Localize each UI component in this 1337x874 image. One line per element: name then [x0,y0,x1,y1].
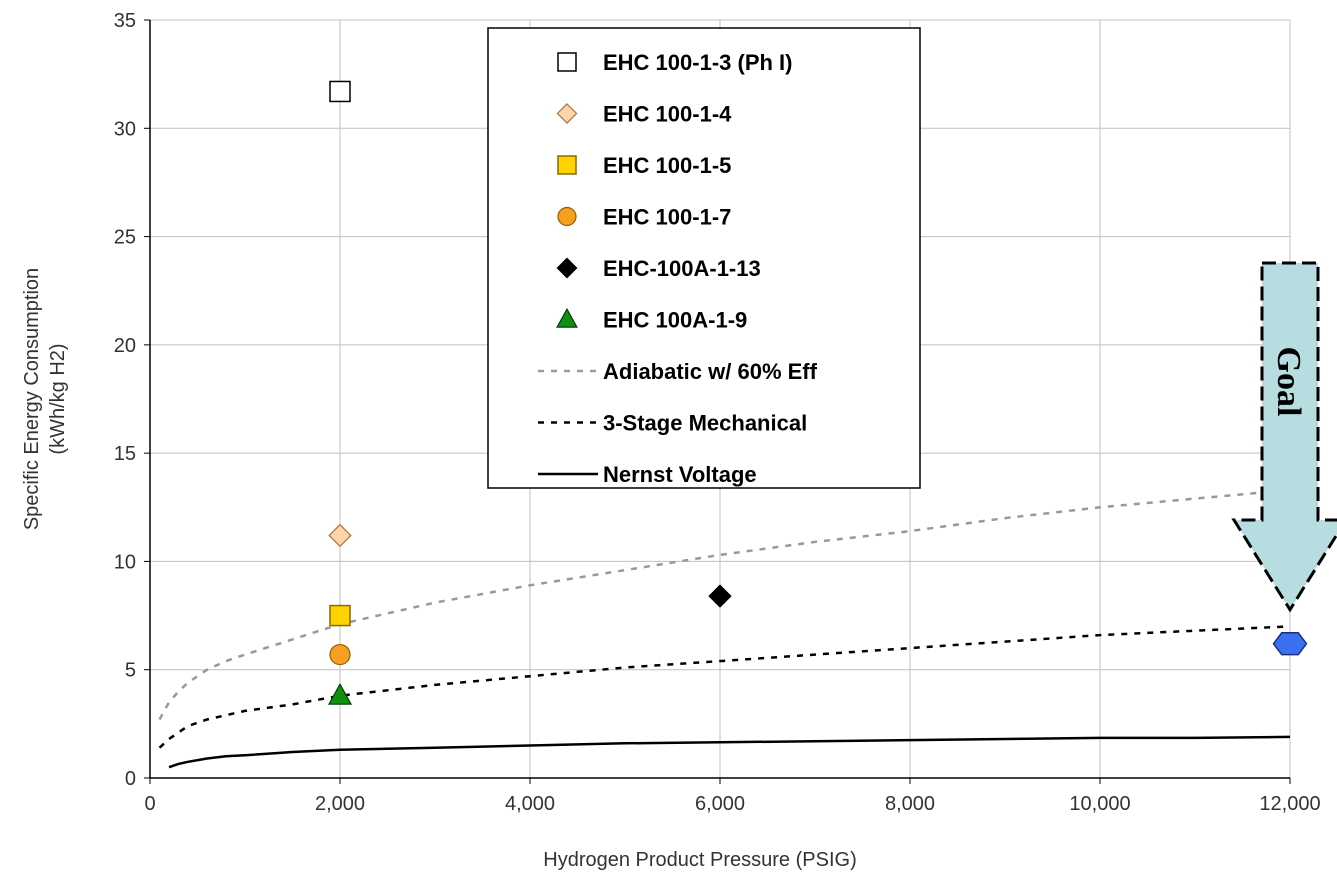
legend-marker [556,257,578,279]
series-line-adiabatic-w-60-eff [158,488,1291,721]
point-series [327,80,1308,705]
legend-marker [557,206,577,227]
legend-label: EHC 100-1-7 [603,205,731,230]
series-line-nernst-voltage [168,735,1291,769]
y-tick-label: 30 [114,118,136,140]
legend-label: EHC 100-1-3 (Ph I) [603,50,793,75]
legend-label: 3-Stage Mechanical [603,411,807,436]
series-line-3-stage-mechanical [158,625,1291,749]
y-tick-label: 35 [114,10,136,32]
y-tick-label: 20 [114,335,136,357]
data-point-ehc-100-1-5 [329,604,351,627]
x-tick-label: 6,000 [695,793,745,815]
x-axis-title: Hydrogen Product Pressure (PSIG) [543,849,856,871]
y-axis-title-line: Specific Energy Consumption [21,268,43,530]
legend-label: EHC 100A-1-9 [603,308,747,333]
y-axis-title-line: (kWh/kg H2) [47,343,69,454]
data-point-ehc-100a-1-9 [327,682,353,705]
data-point-ehc-100a-1-13 [708,584,732,608]
axes [144,19,1291,784]
legend-label: EHC 100-1-5 [603,153,731,178]
legend-box [487,27,921,489]
x-tick-label: 4,000 [505,793,555,815]
legend-marker [557,52,577,72]
x-tick-label: 8,000 [885,793,935,815]
goal-arrow [1231,261,1337,613]
legend-label: EHC-100A-1-13 [603,256,761,281]
x-tick-label: 2,000 [315,793,365,815]
legend: EHC 100-1-3 (Ph I) EHC 100-1-4 EHC 100-1-5… [487,27,921,489]
y-axis-title: Specific Energy Consumption (kWh/kg H2) [21,268,69,530]
data-point-ehc-100-1-4 [328,523,352,548]
legend-marker [557,155,577,175]
legend-label: EHC 100-1-4 [603,102,732,127]
tick-labels: 0 2,000 4,000 6,000 8,000 10,000 12,000 0 5 10 15 2… [114,10,1321,815]
legend-label: Nernst Voltage [603,462,757,487]
data-point-ehc-100-1-3-ph-i- [329,80,351,103]
goal-label: Goal [1270,347,1307,417]
legend-marker [556,307,578,328]
y-tick-label: 25 [114,227,136,249]
legend-marker [556,103,578,124]
x-tick-label: 12,000 [1259,793,1320,815]
axis-titles: Hydrogen Product Pressure (PSIG) Specific… [21,268,857,871]
y-tick-label: 15 [114,443,136,465]
goal-annotation: Goal [1231,261,1337,613]
x-tick-label: 0 [144,793,155,815]
y-tick-label: 5 [125,660,136,682]
goal-point [1272,632,1308,656]
y-tick-label: 0 [125,768,136,790]
data-point-ehc-100-1-7 [329,643,351,666]
line-series [158,488,1291,769]
x-tick-label: 10,000 [1069,793,1130,815]
legend-label: Adiabatic w/ 60% Eff [603,359,818,384]
y-tick-label: 10 [114,551,136,573]
